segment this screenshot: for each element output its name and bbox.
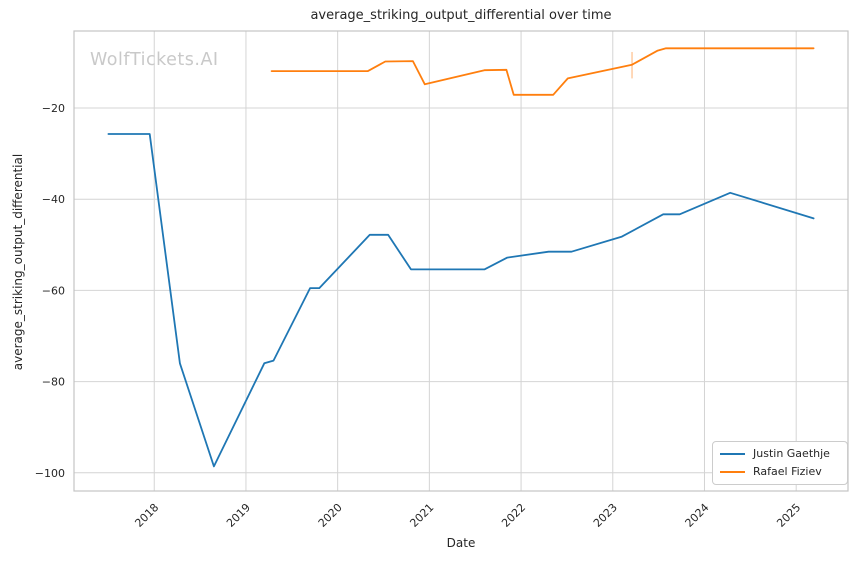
x-tick-label: 2025 [774, 501, 803, 530]
x-tick-label: 2023 [591, 501, 620, 530]
legend-line-swatch-blue [720, 452, 745, 455]
legend: Justin Gaethje Rafael Fiziev [712, 441, 848, 485]
x-tick-label: 2019 [224, 501, 253, 530]
x-tick-label: 2020 [316, 501, 345, 530]
legend-item-rafael-fiziev: Rafael Fiziev [720, 465, 838, 478]
watermark-text: WolfTickets.AI [90, 50, 219, 70]
x-tick-label: 2018 [132, 501, 161, 530]
series-line-rafael-fiziev [270, 47, 815, 96]
legend-label: Rafael Fiziev [753, 465, 822, 478]
y-tick-label: −80 [42, 376, 65, 389]
legend-label: Justin Gaethje [753, 447, 830, 460]
y-axis-label: average_striking_output_differential [11, 153, 25, 371]
x-tick-label: 2021 [407, 501, 436, 530]
x-tick-label: 2022 [499, 501, 528, 530]
chart-title: average_striking_output_differential ove… [310, 8, 612, 23]
legend-item-justin-gaethje: Justin Gaethje [720, 447, 838, 460]
y-tick-label: −40 [42, 193, 65, 206]
legend-line-swatch-orange [720, 470, 745, 473]
y-tick-label: −100 [35, 467, 65, 480]
x-axis-label: Date [446, 536, 476, 550]
x-tick-label: 2024 [683, 501, 712, 530]
y-tick-label: −60 [42, 284, 65, 297]
series-line-justin-gaethje [107, 133, 815, 468]
plot-frame [73, 30, 849, 492]
y-tick-label: −20 [42, 102, 65, 115]
